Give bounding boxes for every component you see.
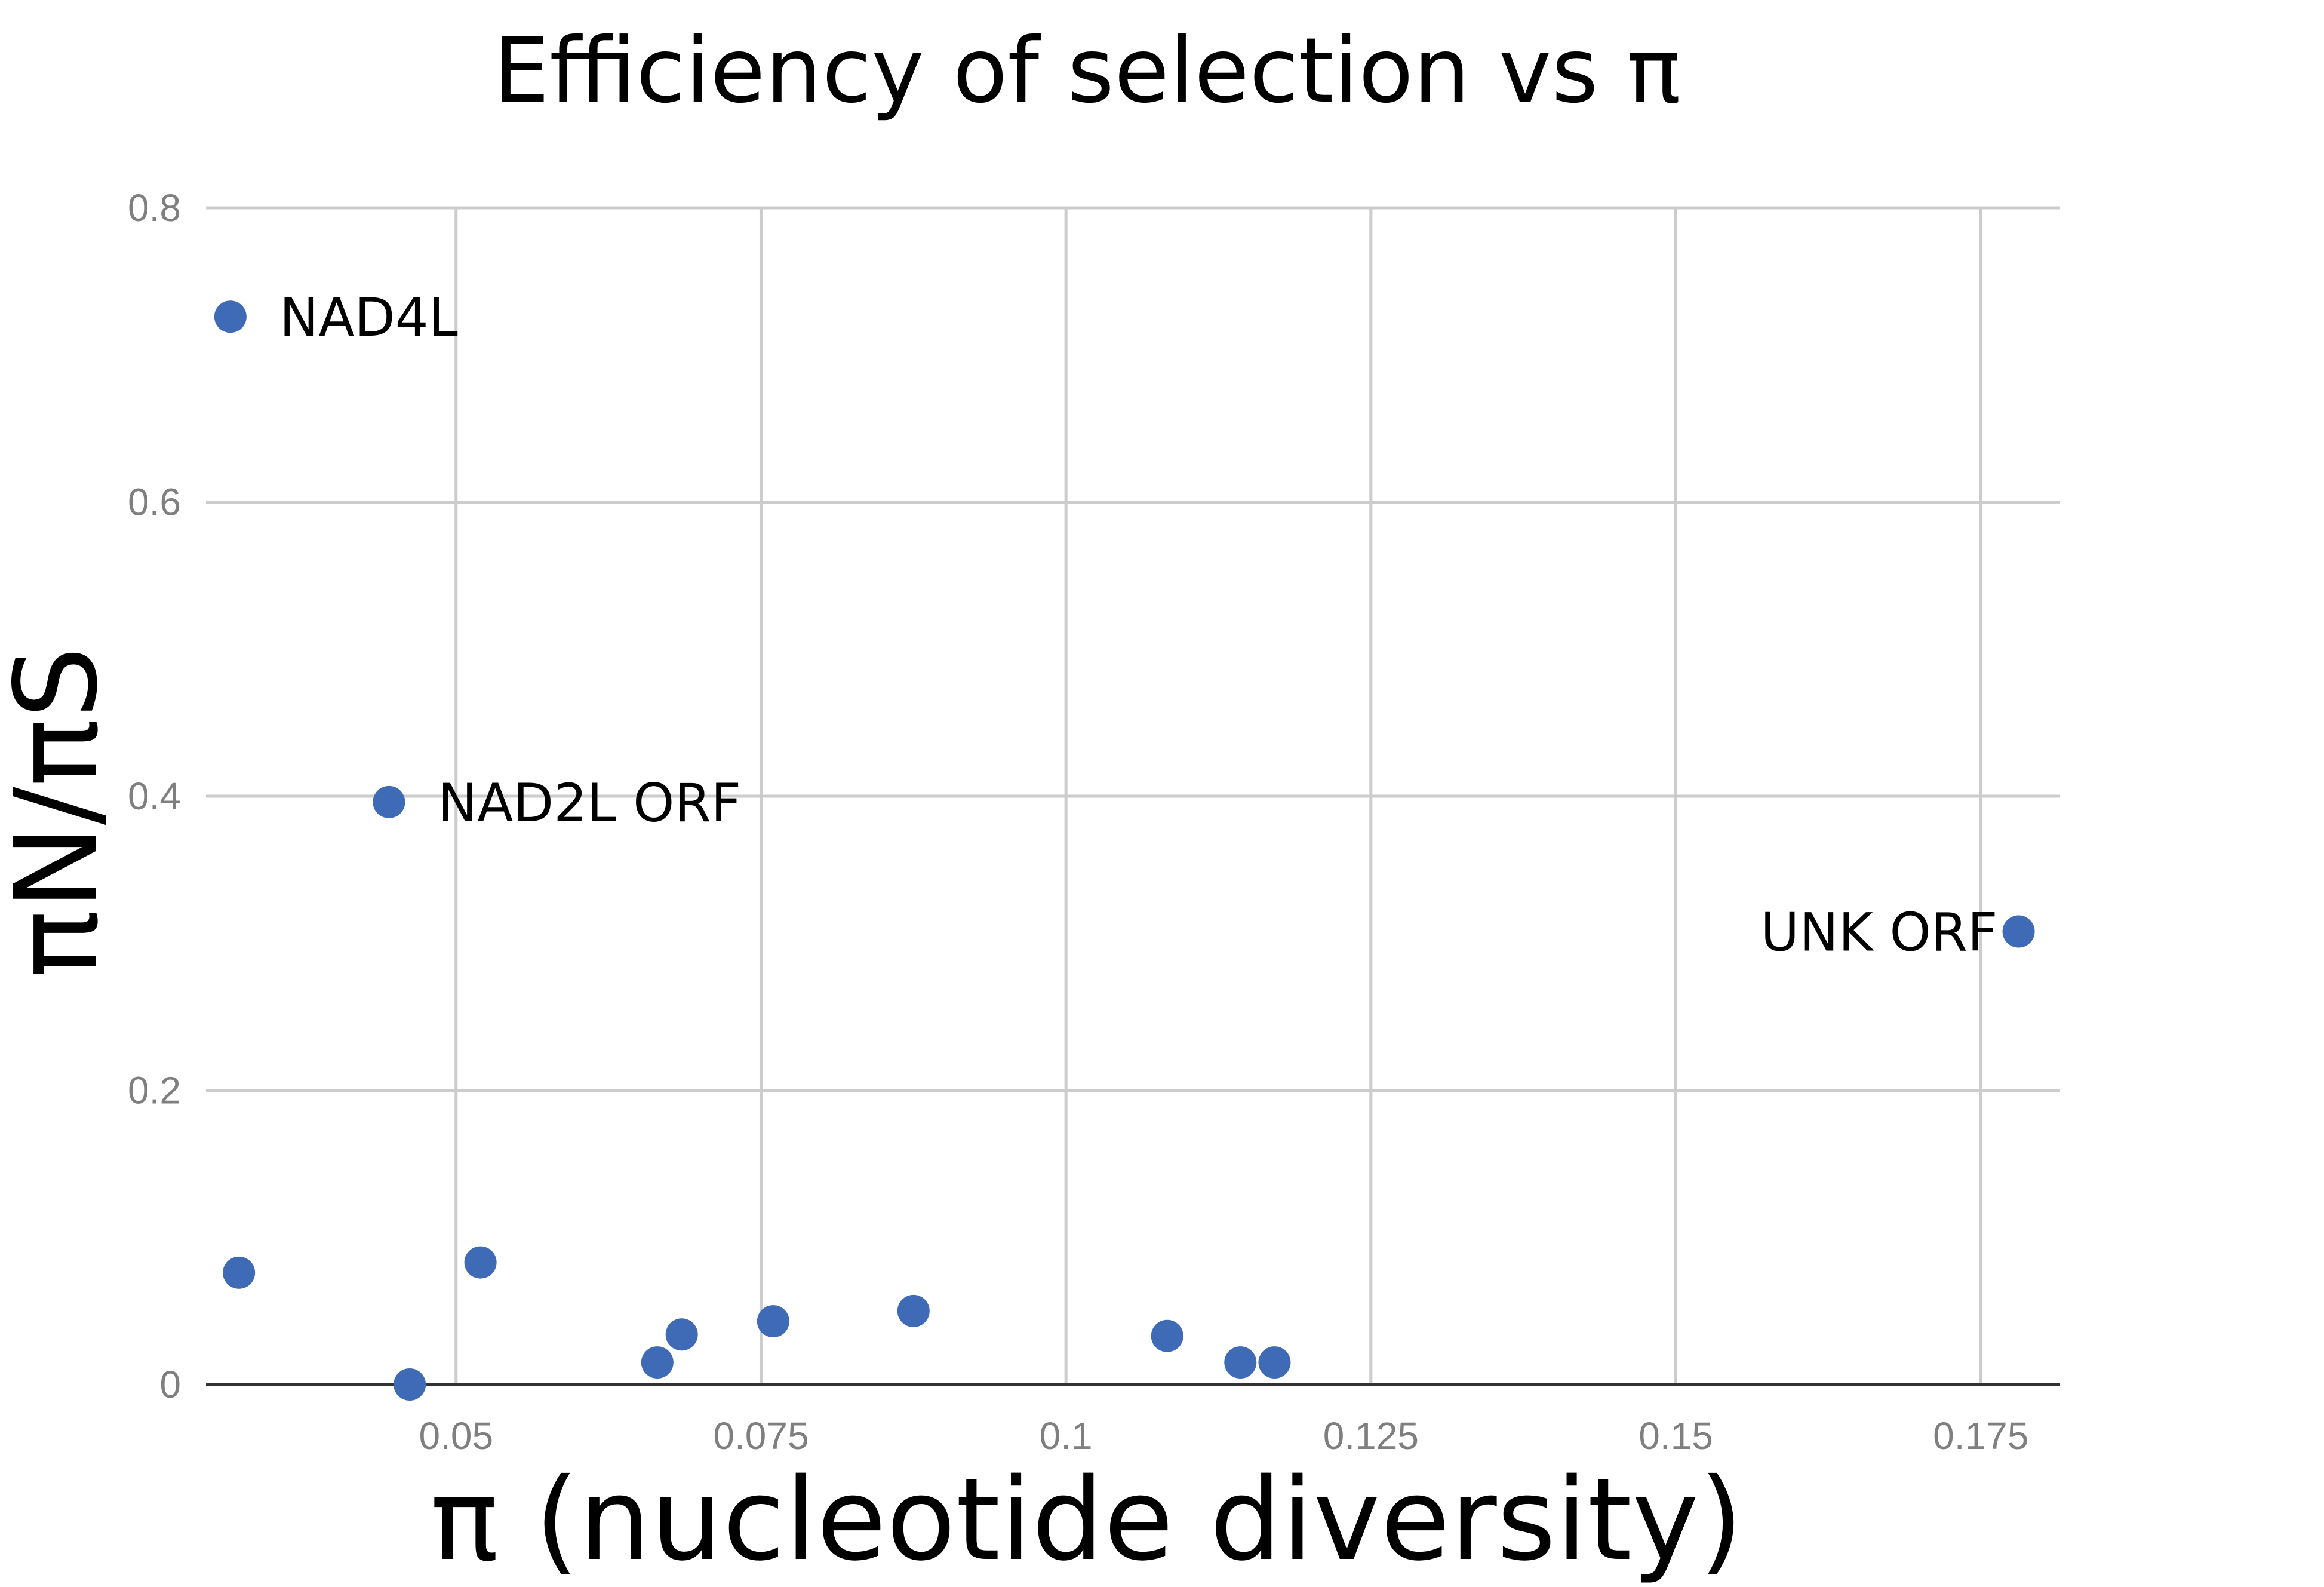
data-point [641,1346,674,1379]
y-tick-label: 0.4 [128,775,181,818]
data-point [757,1305,789,1338]
y-tick-label: 0.2 [128,1069,181,1112]
x-axis-title: π (nucleotide diversity) [430,1454,1743,1586]
grid [206,206,2060,1386]
point-label: UNK ORF [1761,902,1998,963]
data-point [373,785,405,818]
data-point [665,1318,698,1351]
x-tick-label: 0.05 [419,1414,493,1457]
y-axis-title: πN/πS [0,646,122,978]
point-labels: NAD4L NAD2L ORF UNK ORF [279,287,1998,963]
x-tick-label: 0.125 [1323,1414,1419,1457]
data-point [394,1368,426,1401]
y-tick-label: 0 [159,1363,181,1406]
x-tick-label: 0.075 [713,1414,809,1457]
data-point [1151,1319,1183,1352]
x-tick-label: 0.15 [1639,1414,1713,1457]
chart-title: Efficiency of selection vs π [493,19,1680,123]
tick-labels: 0 0.2 0.4 0.6 0.8 0.05 0.075 0.1 0.125 0.15 0.175 [128,186,2028,1457]
data-point [223,1256,256,1289]
data-point [214,300,247,333]
data-point [897,1294,930,1327]
data-point [1258,1346,1291,1379]
data-point [464,1246,497,1279]
y-tick-label: 0.6 [128,481,181,524]
data-points [214,300,2035,1401]
point-label: NAD4L [279,287,458,348]
y-tick-label: 0.8 [128,186,181,229]
point-label: NAD2L ORF [438,772,741,834]
x-tick-label: 0.1 [1040,1414,1093,1457]
data-point [2002,915,2035,948]
x-tick-label: 0.175 [1933,1414,2028,1457]
data-point [1224,1346,1257,1379]
